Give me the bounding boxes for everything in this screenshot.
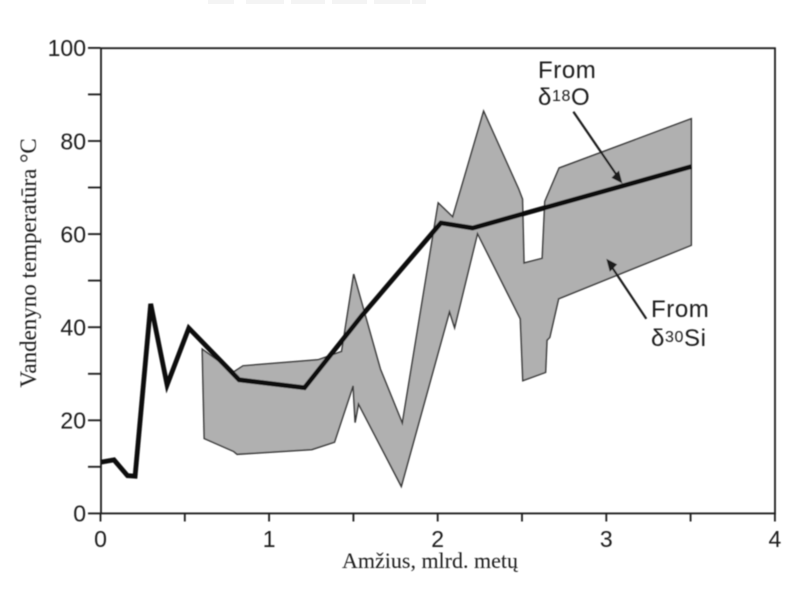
svg-text:60: 60 xyxy=(60,221,86,247)
svg-text:δ30Si: δ30Si xyxy=(651,325,707,352)
svg-text:100: 100 xyxy=(48,35,86,61)
svg-text:20: 20 xyxy=(60,408,86,434)
svg-text:0: 0 xyxy=(94,526,107,552)
svg-text:Amžius, mlrd. metų: Amžius, mlrd. metų xyxy=(342,548,519,573)
svg-text:δ18O: δ18O xyxy=(538,84,590,111)
svg-text:80: 80 xyxy=(60,128,86,154)
svg-text:From: From xyxy=(538,57,596,84)
svg-text:3: 3 xyxy=(600,526,613,552)
svg-text:40: 40 xyxy=(60,315,86,341)
svg-text:2: 2 xyxy=(431,526,444,552)
svg-text:From: From xyxy=(651,296,709,323)
svg-text:4: 4 xyxy=(769,526,782,552)
svg-text:Vandenyno temperatūra °C: Vandenyno temperatūra °C xyxy=(16,138,41,387)
svg-text:0: 0 xyxy=(73,501,86,527)
svg-text:1: 1 xyxy=(263,526,276,552)
